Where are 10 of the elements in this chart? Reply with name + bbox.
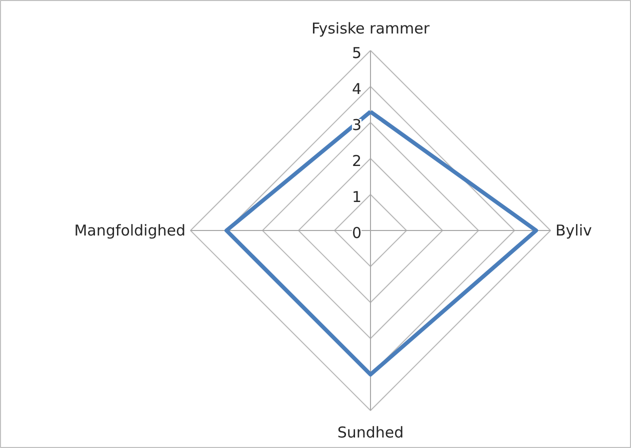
spoke-label: Sundhed <box>337 424 404 442</box>
y-tick-label: 4 <box>352 80 362 98</box>
y-tick-label: 0 <box>352 224 362 242</box>
spoke-label: Mangfoldighed <box>74 222 186 240</box>
y-tick-label: 1 <box>352 188 362 206</box>
y-tick-label: 2 <box>352 152 362 170</box>
y-tick-label: 5 <box>352 44 362 62</box>
spoke-label: Byliv <box>556 222 592 240</box>
y-tick-label: 3 <box>352 116 362 134</box>
spoke-label: Fysiske rammer <box>311 20 430 38</box>
